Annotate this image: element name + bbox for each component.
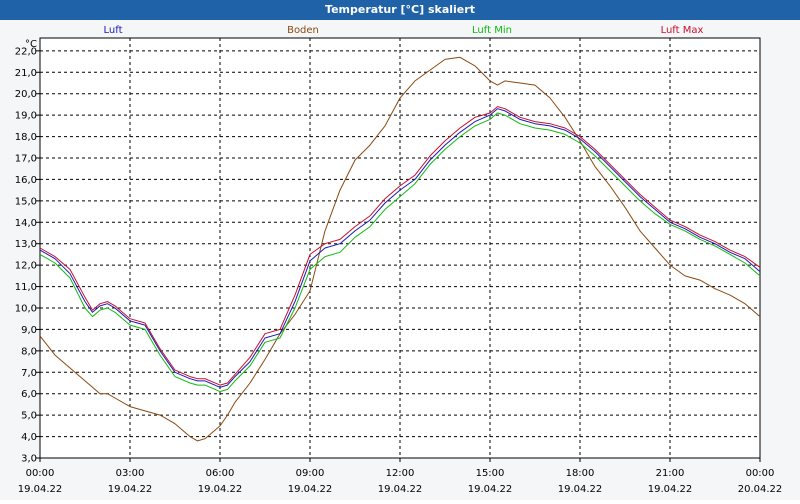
y-tick-label: 3,0 — [21, 454, 37, 465]
legend-max: Luft Max — [661, 25, 704, 36]
y-tick-label: 10,0 — [15, 304, 37, 315]
x-tick-date-label: 19.04.22 — [108, 484, 153, 495]
y-tick-label: 18,0 — [15, 132, 37, 143]
y-tick-label: 8,0 — [21, 346, 37, 357]
y-tick-label: 21,0 — [15, 68, 37, 79]
y-tick-label: 14,0 — [15, 218, 37, 229]
y-tick-label: 12,0 — [15, 261, 37, 272]
series-line-max — [39, 106, 761, 386]
y-tick-label: 7,0 — [21, 368, 37, 379]
x-tick-time-label: 12:00 — [386, 468, 415, 479]
y-tick-label: 17,0 — [15, 154, 37, 165]
series-line-luft — [39, 108, 761, 388]
x-tick-time-label: 15:00 — [476, 468, 505, 479]
chart-title: Temperatur [°C] skaliert — [0, 0, 800, 20]
x-tick-date-label: 19.04.22 — [468, 484, 513, 495]
y-tick-label: 19,0 — [15, 111, 37, 122]
series-line-min — [39, 112, 761, 393]
chart-area: 3,0 4,0 5,0 6,0 7,0 8,0 9,0 10,0 11,0 12,0 13,0 14,… — [0, 20, 800, 500]
x-tick-time-label: 21:00 — [656, 468, 685, 479]
y-tick-label: 6,0 — [21, 389, 37, 400]
x-tick-time-label: 00:00 — [746, 468, 775, 479]
y-tick-label: 4,0 — [21, 432, 37, 443]
legend-boden: Boden — [287, 25, 319, 36]
legend-min: Luft Min — [472, 25, 512, 36]
y-tick-label: 22,0 — [15, 46, 37, 57]
temperature-chart: 3,0 4,0 5,0 6,0 7,0 8,0 9,0 10,0 11,0 12,0 13,0 14,… — [15, 25, 783, 495]
y-tick-label: 11,0 — [15, 282, 37, 293]
x-tick-date-label: 19.04.22 — [648, 484, 693, 495]
y-tick-label: 9,0 — [21, 325, 37, 336]
x-tick-time-label: 06:00 — [206, 468, 235, 479]
x-tick-date-label: 19.04.22 — [18, 484, 63, 495]
x-tick-time-label: 18:00 — [566, 468, 595, 479]
x-tick-date-label: 19.04.22 — [378, 484, 423, 495]
y-tick-label: 20,0 — [15, 89, 37, 100]
x-tick-time-label: 00:00 — [26, 468, 55, 479]
y-tick-label: 5,0 — [21, 411, 37, 422]
x-tick-date-label: 19.04.22 — [288, 484, 333, 495]
y-tick-label: 13,0 — [15, 239, 37, 250]
x-tick-time-label: 09:00 — [296, 468, 325, 479]
y-tick-label: 16,0 — [15, 175, 37, 186]
x-tick-date-label: 19.04.22 — [558, 484, 603, 495]
series-line-boden — [39, 56, 761, 442]
y-axis-unit-label: °C — [25, 39, 37, 50]
x-tick-date-label: 19.04.22 — [198, 484, 243, 495]
y-tick-label: 15,0 — [15, 196, 37, 207]
legend-luft: Luft — [104, 25, 123, 36]
x-tick-date-label: 20.04.22 — [738, 484, 783, 495]
x-tick-time-label: 03:00 — [116, 468, 145, 479]
